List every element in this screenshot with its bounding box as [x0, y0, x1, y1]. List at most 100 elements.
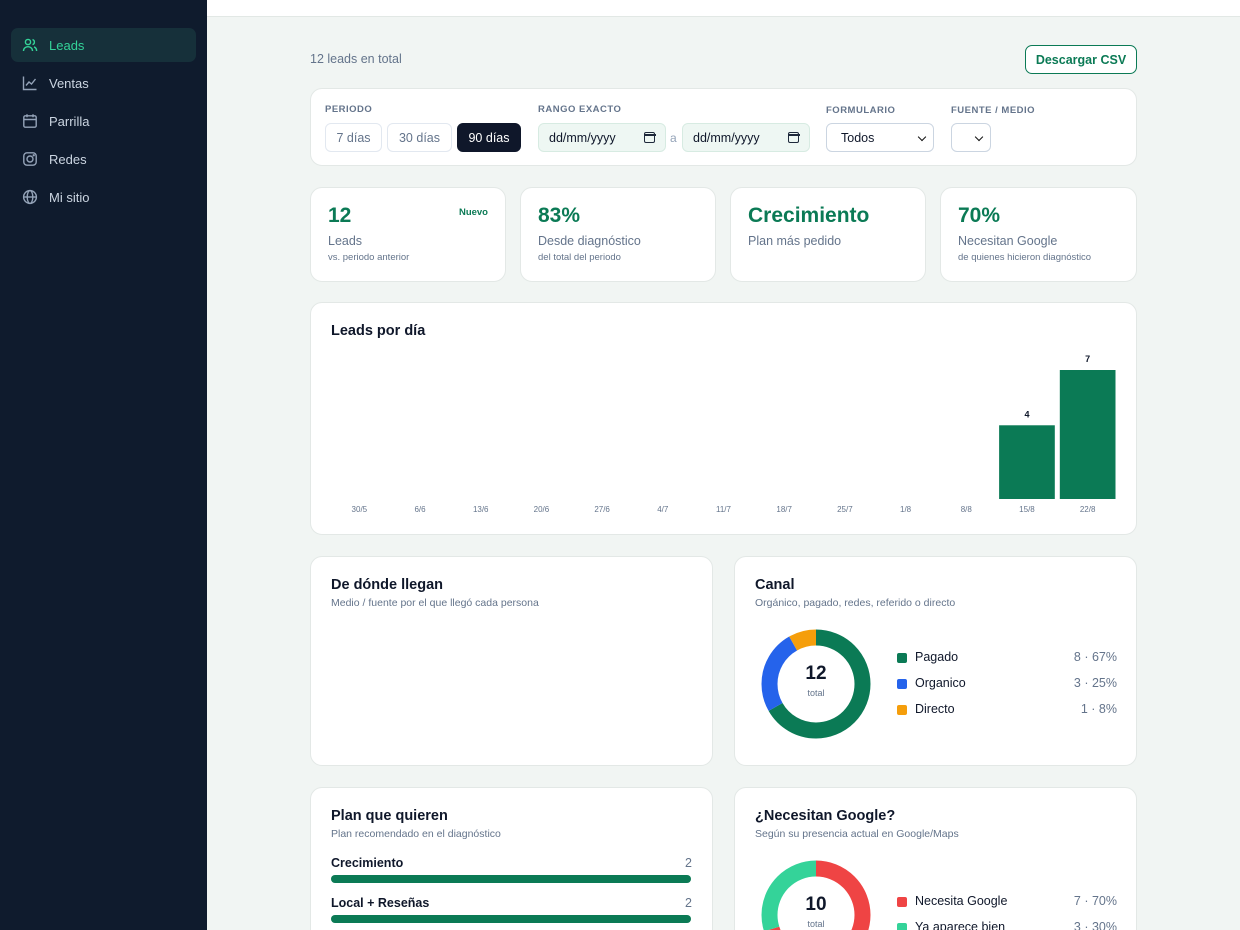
fuente-medio-select[interactable] — [951, 123, 991, 152]
leads-per-day-card: Leads por día 30/5 6/6 13/6 20/6 27/6 4/7 11/7… — [310, 302, 1137, 535]
sidebar-item-label: Leads — [49, 37, 85, 53]
kpi-label: Necesitan Google — [958, 234, 1058, 248]
leads-per-day-chart: 30/5 6/6 13/6 20/6 27/6 4/7 11/7 18/7 25/7 1/8 8/8… — [352, 354, 1116, 514]
legend-value: 7 · 70% — [1073, 894, 1117, 908]
sidebar: Leads Ventas Parrilla Redes Mi sitio — [0, 0, 207, 930]
period-90-days-button[interactable]: 90 días — [457, 123, 521, 152]
chevron-down-icon — [974, 132, 984, 142]
legend-name: Pagado — [915, 650, 959, 664]
kpi-card-leads: 12 Nuevo Leads vs. periodo anterior — [310, 187, 506, 282]
date-from-placeholder: dd/mm/yyyy — [549, 130, 616, 145]
kpi-card-google: 70% Necesitan Google de quienes hicieron… — [940, 187, 1137, 282]
bar-value-label: 7 — [1085, 354, 1090, 364]
kpi-value: 83% — [538, 204, 581, 227]
x-tick-label: 27/6 — [594, 505, 610, 514]
kpi-label: Leads — [328, 234, 363, 248]
legend-name: Necesita Google — [915, 894, 1008, 908]
calendar-icon[interactable] — [643, 132, 656, 143]
legend-name: Directo — [915, 702, 955, 716]
plan-row-value: 2 — [685, 896, 692, 910]
donut-center-label: total — [807, 688, 825, 698]
date-from-input[interactable]: dd/mm/yyyy — [538, 123, 666, 152]
canal-donut-chart — [761, 629, 871, 739]
plan-row-label: Crecimiento — [331, 856, 404, 870]
google-donut-chart — [761, 860, 871, 930]
calendar-icon[interactable] — [787, 132, 800, 143]
plan-title: Plan que quieren — [331, 808, 448, 824]
google-title: ¿Necesitan Google? — [755, 808, 896, 824]
plan-card: Plan que quieren Plan recomendado en el … — [310, 787, 713, 930]
globe-icon — [22, 189, 38, 205]
formulario-select[interactable]: Todos — [826, 123, 934, 152]
bar-15/8[interactable] — [999, 425, 1055, 499]
plan-subtitle: Plan recomendado en el diagnóstico — [331, 828, 501, 840]
canal-card: Canal Orgánico, pagado, redes, referido … — [734, 556, 1137, 766]
formulario-label: FORMULARIO — [826, 105, 896, 116]
period-30-days-button[interactable]: 30 días — [387, 123, 452, 152]
legend-swatch — [897, 897, 907, 907]
legend-item: Organico 3 · 25% — [897, 676, 1117, 692]
google-slice-1[interactable] — [761, 860, 871, 930]
sidebar-item-ventas[interactable]: Ventas — [11, 66, 196, 100]
period-7-days-button[interactable]: 7 días — [325, 123, 382, 152]
google-subtitle: Según su presencia actual en Google/Maps — [755, 828, 959, 840]
kpi-sub: vs. periodo anterior — [328, 252, 410, 263]
sidebar-item-parrilla[interactable]: Parrilla — [11, 104, 196, 138]
kpi-badge: Nuevo — [458, 207, 488, 218]
sidebar-item-mi-sitio[interactable]: Mi sitio — [11, 180, 196, 214]
plan-progress-fill — [331, 915, 691, 923]
x-tick-label: 8/8 — [961, 505, 973, 514]
x-tick-label: 1/8 — [900, 505, 912, 514]
legend-value: 3 · 30% — [1073, 920, 1117, 930]
plan-row-label: Local + Reseñas — [331, 896, 430, 910]
legend-swatch — [897, 653, 907, 663]
bar-value-label: 4 — [1024, 409, 1029, 419]
legend-swatch — [897, 923, 907, 930]
legend-item: Pagado 8 · 67% — [897, 650, 1117, 666]
legend-swatch — [897, 679, 907, 689]
plan-progress-bar — [331, 915, 691, 923]
x-tick-label: 20/6 — [534, 505, 550, 514]
kpi-sub: de quienes hicieron diagnóstico — [958, 252, 1092, 263]
download-csv-button[interactable]: Descargar CSV — [1025, 45, 1137, 74]
legend-item: Necesita Google 7 · 70% — [897, 894, 1117, 910]
kpi-value: 70% — [958, 204, 1001, 227]
kpi-sub: del total del periodo — [538, 252, 621, 263]
kpi-card-diagnostico: 83% Desde diagnóstico del total del peri… — [520, 187, 716, 282]
google-card: ¿Necesitan Google? Según su presencia ac… — [734, 787, 1137, 930]
legend-value: 1 · 8% — [1080, 702, 1117, 716]
legend-item: Directo 1 · 8% — [897, 702, 1117, 718]
plan-row-value: 2 — [685, 856, 692, 870]
x-tick-label: 13/6 — [473, 505, 489, 514]
donut-center-value: 12 — [805, 663, 827, 684]
legend-item: Ya aparece bien 3 · 30% — [897, 920, 1117, 930]
origen-card: De dónde llegan Medio / fuente por el qu… — [310, 556, 713, 766]
chevron-down-icon — [917, 132, 927, 142]
sidebar-item-redes[interactable]: Redes — [11, 142, 196, 176]
x-tick-label: 30/5 — [352, 505, 368, 514]
sidebar-item-leads[interactable]: Leads — [11, 28, 196, 62]
donut-center-label: total — [807, 919, 825, 929]
legend-name: Organico — [915, 676, 966, 690]
calendar-icon — [23, 114, 37, 128]
canal-title: Canal — [755, 577, 795, 593]
legend-name: Ya aparece bien — [915, 920, 1006, 930]
kpi-label: Plan más pedido — [748, 234, 842, 248]
kpi-card-plan: Crecimiento Plan más pedido — [730, 187, 926, 282]
date-to-input[interactable]: dd/mm/yyyy — [682, 123, 810, 152]
leads-total-text: 12 leads en total — [310, 52, 402, 66]
filters-card: PERIODO 7 días 30 días 90 días RANGO EXA… — [310, 88, 1137, 166]
canal-slice-1[interactable] — [761, 629, 871, 739]
sidebar-item-label: Mi sitio — [49, 189, 90, 205]
fuente-medio-label: FUENTE / MEDIO — [951, 105, 1036, 116]
canal-subtitle: Orgánico, pagado, redes, referido o dire… — [755, 597, 956, 609]
canal-slice-2[interactable] — [761, 629, 871, 739]
legend-swatch — [897, 705, 907, 715]
x-tick-label: 25/7 — [837, 505, 853, 514]
x-tick-label: 4/7 — [657, 505, 669, 514]
origen-title: De dónde llegan — [331, 577, 443, 593]
donut-center-value: 10 — [805, 894, 827, 915]
kpi-value: Crecimiento — [748, 204, 870, 227]
instagram-icon — [23, 152, 37, 166]
bar-22/8[interactable] — [1059, 370, 1116, 499]
